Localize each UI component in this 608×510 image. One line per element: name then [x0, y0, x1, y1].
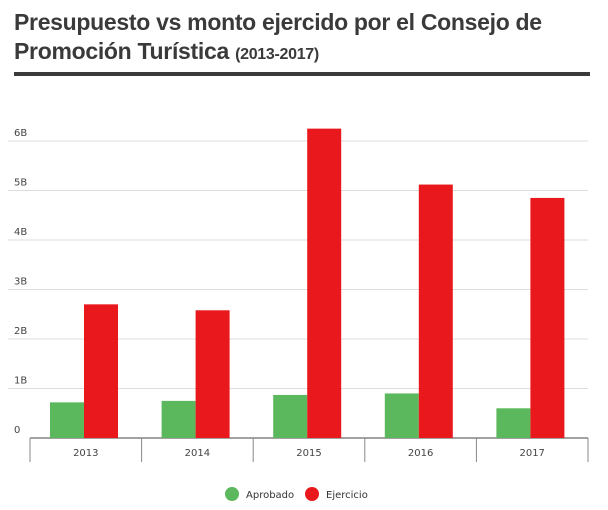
bar-ejercicio-2017: [530, 197, 565, 438]
y-tick-label: 5B: [14, 178, 27, 189]
y-tick-label: 3B: [14, 277, 27, 288]
bar-ejercicio-2015: [307, 128, 342, 438]
y-tick-label: 2B: [14, 326, 27, 337]
bar-aprobado-2016: [384, 393, 419, 438]
x-tick-label: 2017: [519, 448, 544, 459]
x-tick-label: 2016: [408, 448, 433, 459]
bar-aprobado-2015: [273, 394, 308, 438]
legend-swatch-ejercicio: [305, 487, 319, 501]
legend-label-aprobado: Aprobado: [246, 490, 294, 501]
chart-title: Presupuesto vs monto ejercido por el Con…: [14, 8, 599, 69]
y-tick-label: 1B: [14, 376, 27, 387]
y-tick-label: 6B: [14, 128, 27, 139]
bar-ejercicio-2013: [84, 304, 118, 438]
bar-aprobado-2014: [161, 400, 196, 438]
legend-swatch-aprobado: [225, 487, 239, 501]
y-tick-label: 4B: [14, 227, 27, 238]
bar-aprobado-2013: [50, 402, 84, 438]
bar-ejercicio-2014: [195, 310, 230, 438]
chart-title-subtitle: (2013-2017): [235, 46, 319, 63]
legend-label-ejercicio: Ejercicio: [326, 490, 368, 501]
title-rule: [14, 72, 590, 76]
x-tick-label: 2013: [73, 448, 98, 459]
bar-aprobado-2017: [496, 408, 531, 438]
x-tick-label: 2015: [296, 448, 321, 459]
y-tick-label: 0: [14, 425, 20, 436]
x-tick-label: 2014: [185, 448, 210, 459]
chart-title-main: Presupuesto vs monto ejercido por el Con…: [14, 9, 542, 64]
bar-ejercicio-2016: [418, 184, 453, 438]
